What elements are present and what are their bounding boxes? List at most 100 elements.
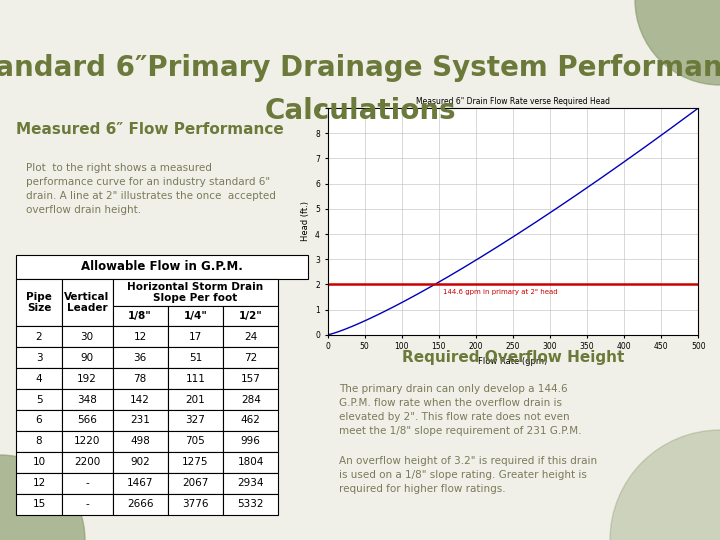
Bar — [112, 452, 168, 473]
Bar — [168, 494, 223, 515]
Bar — [62, 368, 112, 389]
Bar — [17, 494, 62, 515]
Bar — [168, 473, 223, 494]
Bar — [17, 279, 62, 326]
Text: 144.6 gpm in primary at 2" head: 144.6 gpm in primary at 2" head — [443, 289, 557, 295]
Title: Measured 6" Drain Flow Rate verse Required Head: Measured 6" Drain Flow Rate verse Requir… — [416, 97, 610, 106]
Text: -: - — [85, 478, 89, 488]
Bar — [17, 255, 307, 279]
Bar — [17, 368, 62, 389]
Text: 78: 78 — [133, 374, 147, 383]
Text: 142: 142 — [130, 395, 150, 404]
Y-axis label: Head (ft.): Head (ft.) — [300, 201, 310, 241]
Text: 36: 36 — [133, 353, 147, 363]
Bar — [112, 494, 168, 515]
Bar — [223, 452, 279, 473]
Bar — [168, 431, 223, 452]
Text: 90: 90 — [81, 353, 94, 363]
Text: 12: 12 — [133, 332, 147, 342]
Text: -: - — [85, 499, 89, 509]
Bar — [112, 473, 168, 494]
Text: 2200: 2200 — [74, 457, 100, 467]
Text: 3776: 3776 — [182, 499, 209, 509]
Bar — [223, 326, 279, 347]
Bar — [223, 494, 279, 515]
Bar — [223, 431, 279, 452]
Bar — [62, 473, 112, 494]
Text: The primary drain can only develop a 144.6
G.P.M. flow rate when the overflow dr: The primary drain can only develop a 144… — [338, 384, 581, 436]
Bar — [62, 326, 112, 347]
Text: 1/8": 1/8" — [128, 311, 152, 321]
Text: Required Overflow Height: Required Overflow Height — [402, 350, 624, 366]
Text: 566: 566 — [77, 415, 97, 426]
Text: Horizontal Storm Drain
Slope Per foot: Horizontal Storm Drain Slope Per foot — [127, 281, 264, 303]
Bar — [17, 452, 62, 473]
Text: 327: 327 — [186, 415, 205, 426]
Bar — [168, 368, 223, 389]
Text: 2934: 2934 — [238, 478, 264, 488]
Text: 111: 111 — [186, 374, 205, 383]
Bar — [223, 306, 279, 326]
Bar — [17, 389, 62, 410]
Text: 996: 996 — [240, 436, 261, 447]
Bar — [17, 326, 62, 347]
Bar — [17, 410, 62, 431]
Text: 6: 6 — [36, 415, 42, 426]
Text: 2666: 2666 — [127, 499, 153, 509]
Bar — [168, 410, 223, 431]
Text: Vertical
Leader: Vertical Leader — [64, 292, 109, 313]
Text: Plot  to the right shows a measured
performance curve for an industry standard 6: Plot to the right shows a measured perfo… — [26, 163, 276, 215]
Bar — [17, 347, 62, 368]
Bar — [62, 389, 112, 410]
Bar — [62, 279, 112, 326]
Text: 705: 705 — [186, 436, 205, 447]
Bar — [223, 410, 279, 431]
Bar — [112, 306, 168, 326]
Bar — [17, 431, 62, 452]
Text: 1220: 1220 — [74, 436, 100, 447]
Bar — [62, 347, 112, 368]
Bar — [168, 347, 223, 368]
X-axis label: Flow Rate (gpm): Flow Rate (gpm) — [478, 357, 548, 366]
Text: 902: 902 — [130, 457, 150, 467]
Text: 10: 10 — [32, 457, 45, 467]
Bar — [112, 347, 168, 368]
Text: 1/2": 1/2" — [239, 311, 263, 321]
Bar — [112, 410, 168, 431]
Text: 498: 498 — [130, 436, 150, 447]
Bar — [62, 431, 112, 452]
Bar — [223, 368, 279, 389]
Text: 17: 17 — [189, 332, 202, 342]
Text: 201: 201 — [186, 395, 205, 404]
Bar — [168, 326, 223, 347]
Bar — [17, 473, 62, 494]
Text: 1/4": 1/4" — [184, 311, 207, 321]
Text: 1275: 1275 — [182, 457, 209, 467]
Bar — [62, 452, 112, 473]
Text: 192: 192 — [77, 374, 97, 383]
Bar — [112, 326, 168, 347]
Text: An overflow height of 3.2" is required if this drain
is used on a 1/8" slope rat: An overflow height of 3.2" is required i… — [338, 456, 597, 494]
Text: 5332: 5332 — [238, 499, 264, 509]
Text: 8: 8 — [36, 436, 42, 447]
Bar — [223, 389, 279, 410]
Text: 348: 348 — [77, 395, 97, 404]
Text: 157: 157 — [240, 374, 261, 383]
Text: 4: 4 — [36, 374, 42, 383]
Circle shape — [635, 0, 720, 85]
Text: 72: 72 — [244, 353, 257, 363]
Circle shape — [0, 455, 85, 540]
Text: 51: 51 — [189, 353, 202, 363]
Text: Pipe
Size: Pipe Size — [26, 292, 52, 313]
Bar — [168, 306, 223, 326]
Text: 3: 3 — [36, 353, 42, 363]
Text: Calculations: Calculations — [264, 97, 456, 125]
Text: 1467: 1467 — [127, 478, 153, 488]
Text: 30: 30 — [81, 332, 94, 342]
Text: 284: 284 — [240, 395, 261, 404]
Text: 462: 462 — [240, 415, 261, 426]
Text: 12: 12 — [32, 478, 45, 488]
Bar — [168, 389, 223, 410]
Text: Measured 6″ Flow Performance: Measured 6″ Flow Performance — [17, 123, 284, 138]
Bar — [112, 389, 168, 410]
